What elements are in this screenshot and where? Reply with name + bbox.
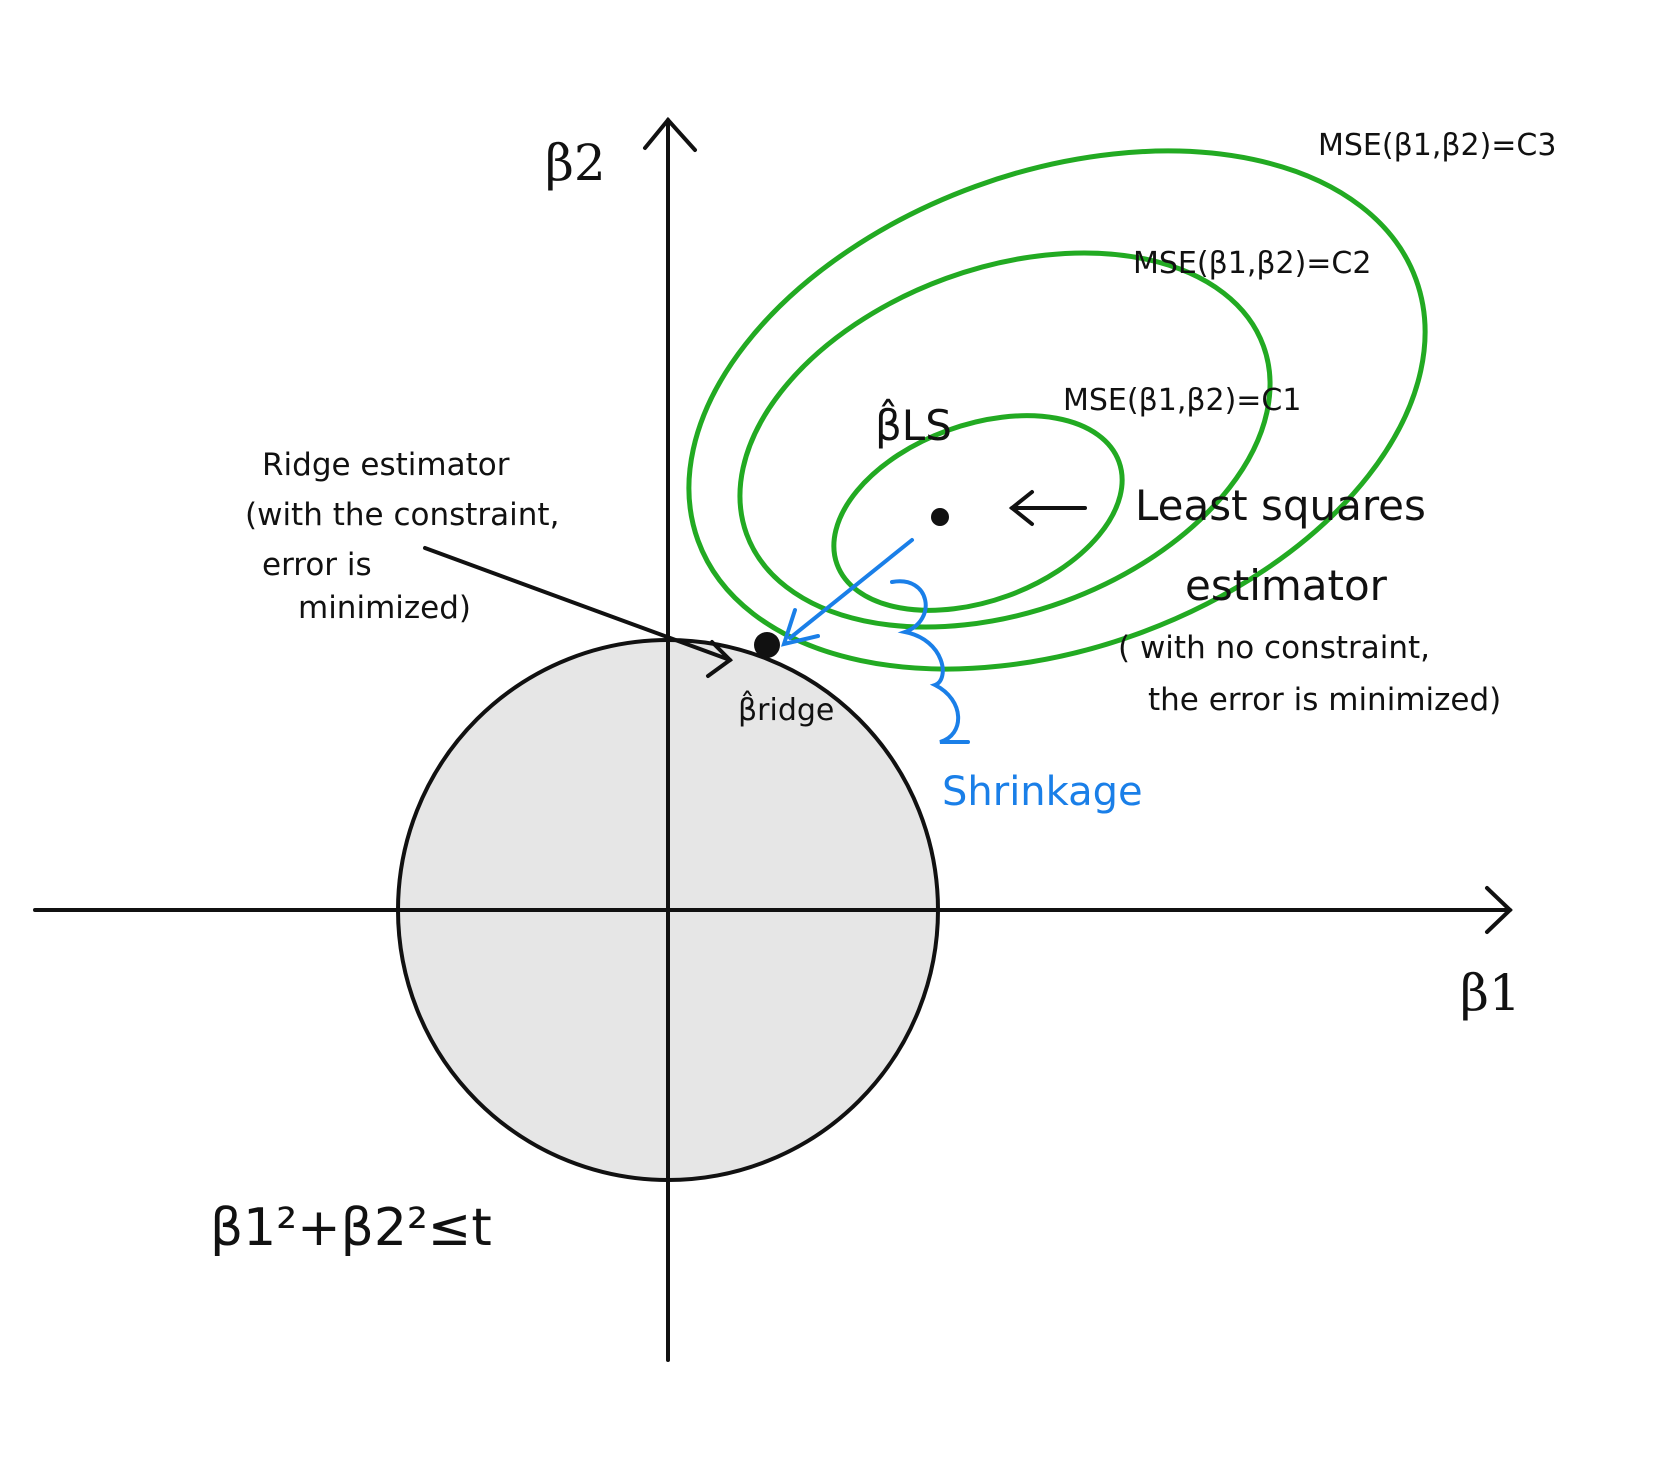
ridge-label-line4: minimized) — [298, 590, 471, 626]
y-axis-arrowhead — [643, 116, 697, 152]
contour-c2 — [737, 250, 1273, 630]
ridge-label-line3: error is — [262, 547, 372, 583]
least-squares-note-line2: the error is minimized) — [1148, 682, 1501, 718]
least-squares-point — [931, 508, 949, 526]
ridge-label-line1: Ridge estimator — [262, 447, 510, 483]
mse-contours — [686, 148, 1428, 672]
ridge-label-line2: (with the constraint, — [245, 497, 559, 533]
y-axis-label: β2 — [545, 134, 606, 192]
contour-label-c3: MSE(β1,β2)=C3 — [1318, 128, 1556, 163]
least-squares-note-line1: ( with no constraint, — [1118, 630, 1430, 666]
contour-label-c1: MSE(β1,β2)=C1 — [1063, 383, 1301, 418]
constraint-formula: β1²+β2²≤t — [210, 1198, 492, 1258]
least-squares-label-line2: estimator — [1185, 561, 1388, 610]
ridge-symbol: β̂ridge — [738, 690, 834, 728]
axes — [33, 116, 1513, 1362]
contour-c3 — [686, 148, 1428, 672]
x-axis-label: β1 — [1460, 964, 1521, 1022]
contour-label-c2: MSE(β1,β2)=C2 — [1133, 246, 1371, 281]
least-squares-pointer-arrow — [1008, 490, 1087, 526]
ridge-point — [754, 632, 780, 658]
shrinkage-arrow — [781, 538, 914, 647]
contour-c1 — [831, 413, 1125, 613]
least-squares-symbol: β̂LS — [875, 398, 952, 450]
ridge-pointer-arrow — [423, 546, 734, 678]
shrinkage-brace — [890, 579, 970, 744]
least-squares-label-line1: Least squares — [1135, 481, 1426, 530]
shrinkage-label: Shrinkage — [942, 769, 1143, 815]
x-axis-arrowhead — [1485, 886, 1513, 934]
